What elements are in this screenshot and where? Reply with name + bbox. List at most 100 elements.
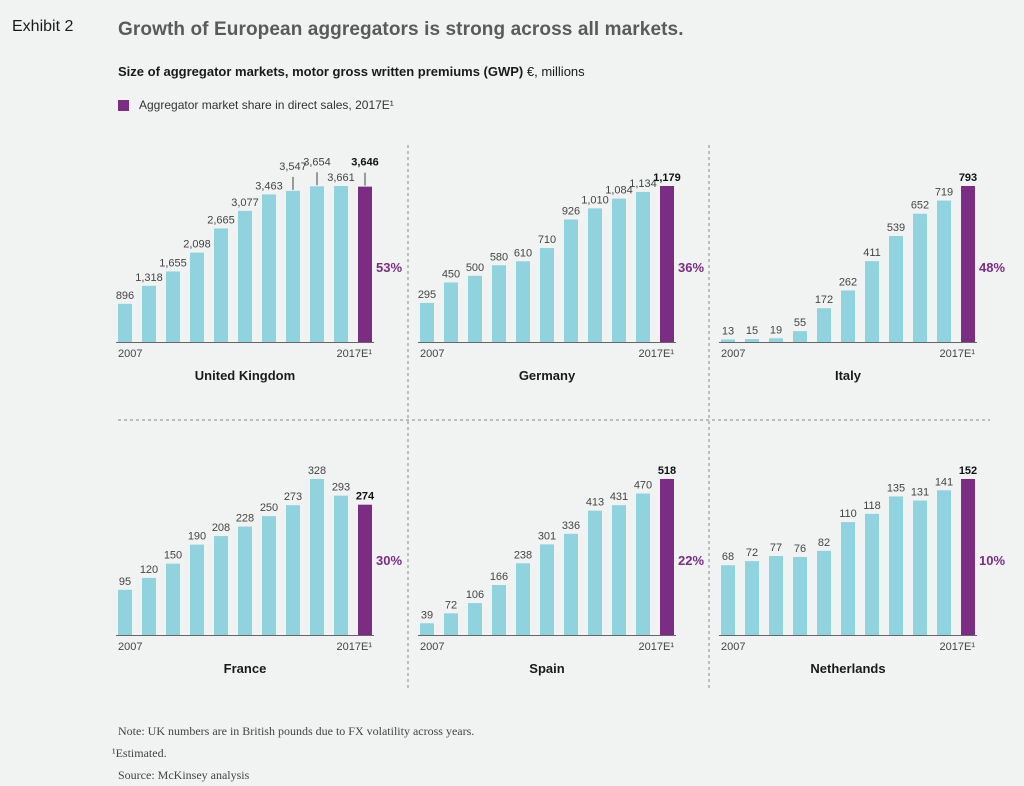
netherlands-value-label: 72: [746, 547, 758, 559]
germany-value-label: 580: [490, 251, 508, 263]
france-share-label: 30%: [376, 553, 402, 568]
spain-panel-title: Spain: [529, 661, 564, 676]
germany-value-label: 450: [442, 268, 460, 280]
chart-title: Growth of European aggregators is strong…: [118, 19, 684, 40]
germany-x-start-label: 2007: [420, 348, 444, 360]
subtitle-main: Size of aggregator markets, motor gross …: [118, 64, 524, 79]
france-bar: [310, 479, 324, 635]
spain-x-end-label: 2017E¹: [639, 641, 675, 653]
germany-value-label: 1,010: [581, 194, 609, 206]
france-bar: [286, 505, 300, 635]
france-bar: [334, 495, 348, 635]
france-bar: [166, 563, 180, 635]
spain-bar: [420, 623, 434, 635]
france-bar: [142, 577, 156, 635]
germany-bar: [564, 219, 578, 342]
spain-bar: [660, 479, 674, 635]
subtitle-unit: €, millions: [523, 64, 585, 79]
germany-bar: [612, 198, 626, 342]
netherlands-value-label: 76: [794, 543, 806, 555]
germany-share-label: 36%: [678, 260, 704, 275]
united-kingdom-bar: [358, 186, 372, 342]
chart-subtitle: Size of aggregator markets, motor gross …: [118, 64, 585, 79]
italy-value-label: 652: [911, 200, 929, 212]
italy-value-label: 539: [887, 222, 905, 234]
italy-value-label: 793: [959, 172, 977, 184]
germany-value-label: 1,084: [605, 185, 633, 197]
france-value-label: 328: [308, 465, 326, 477]
france-bar: [238, 526, 252, 635]
france-value-label: 273: [284, 491, 302, 503]
spain-value-label: 166: [490, 571, 508, 583]
france-bar: [118, 589, 132, 635]
italy-x-start-label: 2007: [721, 348, 745, 360]
france-value-label: 208: [212, 522, 230, 534]
spain-value-label: 413: [586, 497, 604, 509]
germany-bar: [540, 248, 554, 342]
united-kingdom-bar: [310, 186, 324, 342]
germany-x-end-label: 2017E¹: [639, 348, 675, 360]
spain-value-label: 238: [514, 549, 532, 561]
exhibit-label: Exhibit 2: [12, 18, 74, 35]
spain-bar: [564, 533, 578, 635]
netherlands-value-label: 131: [911, 487, 929, 499]
united-kingdom-value-label: 3,661: [327, 172, 355, 184]
italy-bar: [793, 331, 807, 342]
netherlands-bar: [721, 565, 735, 635]
spain-bar: [444, 613, 458, 635]
germany-bar: [492, 265, 506, 342]
italy-bar: [721, 339, 735, 342]
france-value-label: 150: [164, 550, 182, 562]
germany-bar: [420, 302, 434, 342]
italy-bar: [769, 338, 783, 342]
germany-bar: [444, 282, 458, 342]
legend: Aggregator market share in direct sales,…: [118, 98, 394, 112]
netherlands-panel-title: Netherlands: [810, 661, 885, 676]
netherlands-bar: [865, 513, 879, 635]
united-kingdom-panel-title: United Kingdom: [195, 368, 295, 383]
netherlands-bar: [817, 550, 831, 635]
germany-value-label: 710: [538, 234, 556, 246]
germany-value-label: 500: [466, 262, 484, 274]
united-kingdom-value-label: 1,655: [159, 257, 187, 269]
netherlands-share-label: 10%: [979, 553, 1005, 568]
united-kingdom-bar: [238, 210, 252, 342]
spain-bar: [612, 505, 626, 635]
germany-value-label: 926: [562, 205, 580, 217]
france-value-label: 293: [332, 482, 350, 494]
spain-value-label: 470: [634, 479, 652, 491]
germany-bar: [636, 191, 650, 342]
germany-value-label: 295: [418, 289, 436, 301]
germany-bar: [516, 261, 530, 342]
italy-value-label: 19: [770, 324, 782, 336]
united-kingdom-value-label: 2,665: [207, 214, 235, 226]
footnote-text: ¹Estimated.: [112, 746, 167, 760]
united-kingdom-x-start-label: 2007: [118, 348, 142, 360]
spain-value-label: 518: [658, 465, 676, 477]
france-value-label: 274: [356, 491, 375, 503]
france-bar: [190, 544, 204, 635]
italy-bar: [913, 213, 927, 342]
legend-swatch: [118, 99, 129, 111]
germany-value-label: 1,179: [653, 172, 681, 184]
france-bar: [358, 504, 372, 635]
netherlands-value-label: 77: [770, 542, 782, 554]
united-kingdom-bar: [166, 271, 180, 342]
spain-value-label: 72: [445, 599, 457, 611]
netherlands-value-label: 82: [818, 537, 830, 549]
united-kingdom-value-label: 896: [116, 290, 134, 302]
italy-bar: [937, 200, 951, 342]
united-kingdom-bar: [118, 303, 132, 342]
spain-value-label: 39: [421, 609, 433, 621]
spain-bar: [636, 493, 650, 635]
italy-value-label: 172: [815, 294, 833, 306]
germany-value-label: 1,134: [629, 178, 657, 190]
netherlands-value-label: 110: [839, 508, 857, 520]
france-value-label: 228: [236, 513, 254, 525]
spain-value-label: 336: [562, 520, 580, 532]
italy-bar: [961, 186, 975, 342]
united-kingdom-bar: [214, 228, 228, 342]
netherlands-bar: [793, 557, 807, 635]
netherlands-value-label: 152: [959, 465, 977, 477]
